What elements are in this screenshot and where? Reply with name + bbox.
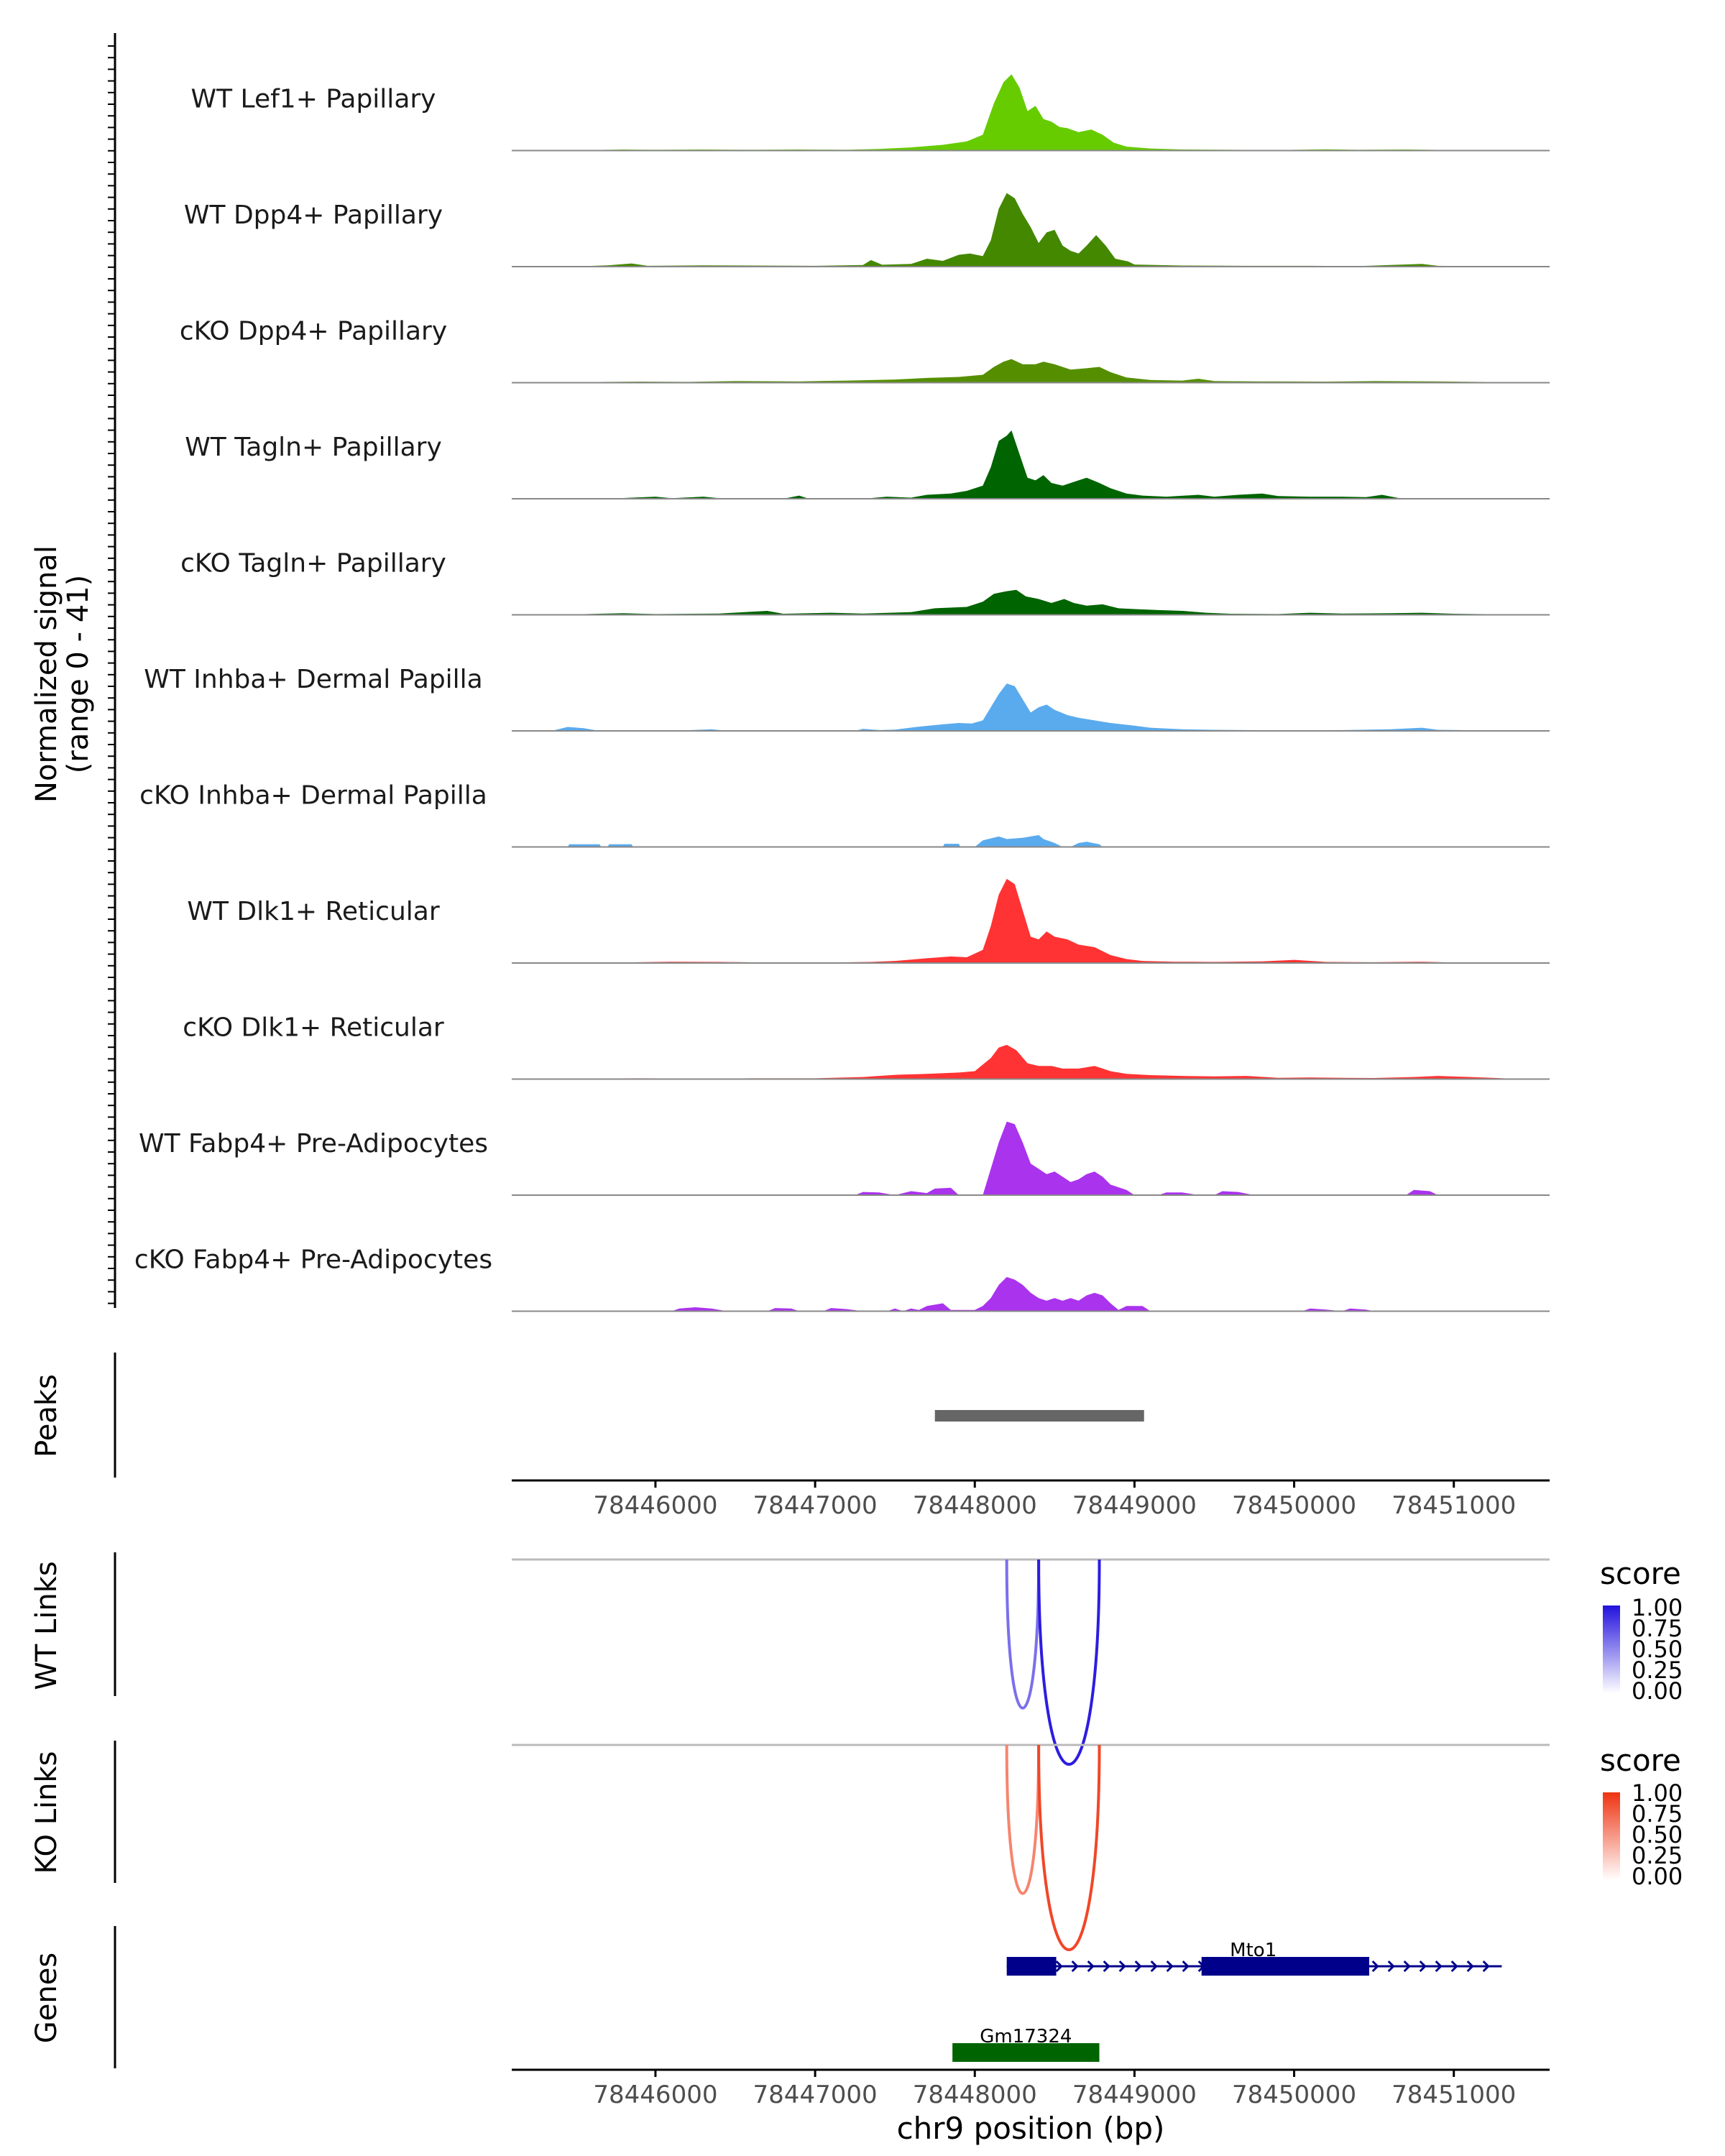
coverage-ylabel-range: (range 0 - 41)	[62, 575, 95, 773]
coverage-area-7	[512, 878, 1550, 963]
x-tick-label: 78450000	[1232, 2081, 1356, 2109]
legend-tick-label: 0.25	[1632, 1657, 1683, 1684]
wt-legend-title: score	[1600, 1556, 1681, 1591]
link-arc-1-1	[1037, 1744, 1101, 1951]
legend-tick-label: 1.00	[1632, 1594, 1683, 1621]
legend-tick-label: 0.25	[1632, 1842, 1683, 1869]
gene-exon-0-1	[1201, 1957, 1369, 1976]
x-axis-label: chr9 position (bp)	[897, 2111, 1165, 2146]
x-tick-label: 78449000	[1072, 1491, 1197, 1520]
ko-links-panel: KO Links score 1.000.750.500.250.00	[30, 1741, 1683, 1951]
coverage-area-8	[512, 1044, 1550, 1079]
x-tick-label: 78450000	[1232, 1491, 1356, 1520]
x-tick-label: 78448000	[913, 2081, 1037, 2109]
track-label-2: cKO Dpp4+ Papillary	[180, 317, 447, 346]
x-tick-label: 78447000	[753, 2081, 878, 2109]
coverage-area-1	[512, 193, 1550, 267]
link-arc-0-0	[1005, 1559, 1041, 1710]
genes-panel: Genes Mto1 Gm17324	[30, 1926, 1502, 2068]
peak-bar-0	[934, 1410, 1144, 1422]
x-tick-label: 78451000	[1392, 1491, 1516, 1520]
legend-tick-label: 0.50	[1632, 1636, 1683, 1663]
legend-tick-label: 0.00	[1632, 1677, 1683, 1705]
coverage-panel: WT Lef1+ Papillary WT Dpp4+ Papillary cKO …	[30, 33, 1550, 1312]
track-label-9: WT Fabp4+ Pre-Adipocytes	[139, 1129, 488, 1158]
legend-tick-label: 0.75	[1632, 1615, 1683, 1642]
ko-score-legend: score 1.000.750.500.250.00	[1600, 1743, 1683, 1890]
track-label-8: cKO Dlk1+ Reticular	[183, 1013, 444, 1043]
gene-exon-0-0	[1006, 1957, 1057, 1976]
gene-name-0: Mto1	[1230, 1940, 1276, 1961]
link-arc-1-0	[1005, 1744, 1041, 1895]
x-tick-label: 78449000	[1072, 2081, 1197, 2109]
coverage-axis-ticks	[108, 45, 115, 1304]
link-arc-0-1	[1037, 1559, 1101, 1766]
x-axis-top: 78446000 78447000 78448000 78449000 78450000…	[512, 1479, 1550, 1520]
track-label-10: cKO Fabp4+ Pre-Adipocytes	[134, 1245, 492, 1275]
ko-links-label: KO Links	[30, 1751, 63, 1874]
x-tick-label: 78446000	[593, 1491, 717, 1520]
wt-score-legend: score 1.000.750.500.250.00	[1600, 1556, 1683, 1705]
x-tick-label: 78446000	[593, 2081, 717, 2109]
peaks-label: Peaks	[30, 1374, 63, 1457]
coverage-area-10	[512, 1276, 1550, 1312]
peaks-panel: Peaks	[30, 1353, 1144, 1478]
gene-name-1: Gm17324	[980, 2026, 1072, 2047]
coverage-area-3	[512, 430, 1550, 499]
wt-links-panel: WT Links score 1.000.750.500.250.00	[30, 1552, 1683, 1766]
x-axis-bottom: 78446000 78447000 78448000 78449000 78450000…	[512, 2068, 1550, 2146]
x-tick-label: 78448000	[913, 1491, 1037, 1520]
legend-tick-label: 1.00	[1632, 1779, 1683, 1807]
legend-tick-label: 0.50	[1632, 1821, 1683, 1848]
gene-exon-1-0	[952, 2043, 1100, 2062]
legend-tick-label: 0.00	[1632, 1863, 1683, 1890]
coverage-area-5	[512, 683, 1550, 731]
coverage-area-4	[512, 589, 1550, 615]
coverage-area-0	[512, 74, 1550, 151]
coverage-area-6	[512, 835, 1550, 847]
coverage-area-2	[512, 359, 1550, 383]
coverage-area-9	[512, 1121, 1550, 1195]
track-label-0: WT Lef1+ Papillary	[191, 85, 436, 114]
track-label-7: WT Dlk1+ Reticular	[187, 897, 439, 926]
legend-tick-label: 0.75	[1632, 1800, 1683, 1828]
track-label-5: WT Inhba+ Dermal Papilla	[144, 665, 482, 694]
track-label-6: cKO Inhba+ Dermal Papilla	[139, 781, 487, 811]
track-label-1: WT Dpp4+ Papillary	[184, 201, 443, 230]
wt-links-label: WT Links	[30, 1561, 63, 1690]
x-tick-label: 78447000	[753, 1491, 878, 1520]
track-label-4: cKO Tagln+ Papillary	[180, 549, 446, 579]
genes-label: Genes	[30, 1953, 63, 2043]
coverage-ylabel: Normalized signal	[30, 545, 63, 803]
ko-legend-title: score	[1600, 1743, 1681, 1778]
x-tick-label: 78451000	[1392, 2081, 1516, 2109]
track-label-3: WT Tagln+ Papillary	[185, 433, 442, 462]
